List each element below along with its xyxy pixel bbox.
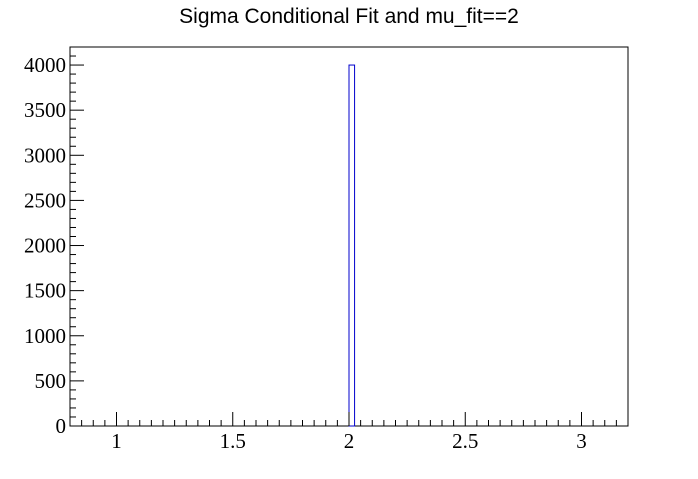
y-tick-label: 1500	[24, 279, 66, 303]
x-tick-label: 2	[344, 429, 355, 453]
histogram-bar	[348, 64, 356, 427]
chart-title: Sigma Conditional Fit and mu_fit==2	[179, 5, 519, 28]
y-tick-label: 1000	[24, 324, 66, 348]
y-tick-label: 2000	[24, 234, 66, 258]
y-tick-label: 3000	[24, 143, 66, 167]
x-tick-label: 1.5	[220, 429, 246, 453]
y-tick-label: 500	[35, 369, 67, 393]
y-axis: 0 500 1000 1500 2000 2500 3000 3500 4000	[24, 46, 84, 438]
bars-group	[348, 64, 356, 427]
y-tick-label: 2500	[24, 188, 66, 212]
y-tick-label: 0	[56, 414, 67, 438]
y-tick-label: 3500	[24, 98, 66, 122]
x-tick-label: 2.5	[452, 429, 478, 453]
y-tick-label: 4000	[24, 53, 66, 77]
x-tick-label: 1	[111, 429, 122, 453]
x-tick-label: 3	[576, 429, 587, 453]
x-axis: 1 1.5 2 2.5 3	[69, 412, 629, 453]
